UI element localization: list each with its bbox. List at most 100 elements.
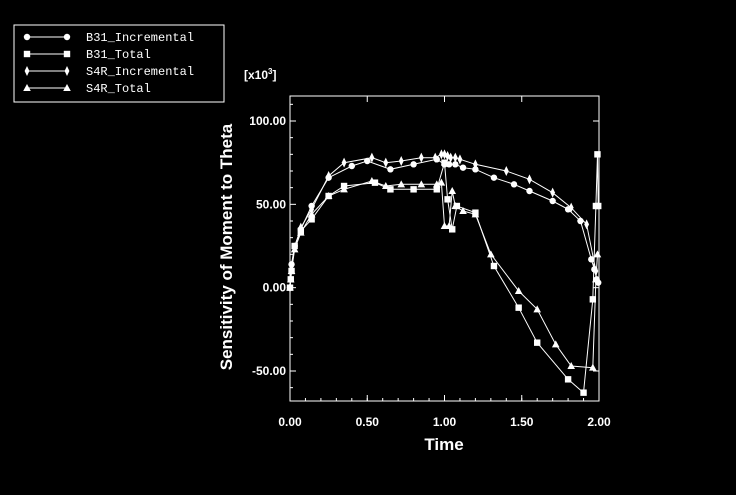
data-point-diamond	[550, 187, 556, 198]
data-point-triangle	[381, 182, 390, 189]
legend-marker-circle	[23, 33, 31, 41]
data-point-circle	[577, 217, 584, 225]
data-point-triangle	[551, 340, 560, 348]
legend-box	[13, 24, 225, 103]
plot-area-frame	[289, 95, 600, 402]
data-point-diamond	[503, 166, 509, 176]
data-point-square	[490, 262, 498, 270]
series-line	[289, 180, 598, 369]
y-axis-title: Sensitivity of Moment to Theta	[217, 123, 236, 370]
chart-legend: B31_Incremental B31_Total S4R_Incremental S…	[13, 24, 225, 103]
data-point-circle	[348, 162, 355, 170]
data-point-diamond	[398, 156, 404, 166]
data-point-triangle	[290, 245, 299, 253]
data-point-triangle	[286, 283, 294, 291]
data-point-square	[564, 376, 572, 383]
data-point-circle	[510, 181, 518, 188]
x-tick-label: 0.50	[356, 415, 380, 429]
data-point-triangle	[340, 185, 348, 193]
y-tick-label: 50.00	[256, 197, 286, 211]
data-point-square	[515, 304, 522, 311]
legend-marker-diamond	[64, 66, 70, 76]
data-point-diamond	[309, 204, 315, 215]
data-point-triangle	[448, 187, 457, 194]
data-point-triangle	[437, 178, 446, 186]
legend-marker-square	[23, 50, 31, 58]
data-point-diamond	[584, 219, 590, 230]
legend-entry: S4R_Incremental	[24, 65, 194, 79]
y-tick-label: -50.00	[252, 364, 286, 378]
data-point-square	[441, 159, 448, 166]
data-point-square	[308, 216, 315, 223]
data-point-circle	[472, 166, 479, 173]
legend-marker-square	[63, 50, 71, 58]
series-s4r-incremental	[287, 149, 599, 293]
data-point-triangle	[471, 210, 480, 218]
data-point-square	[449, 226, 456, 233]
data-point-diamond	[527, 174, 532, 185]
data-point-circle	[410, 161, 417, 168]
x-tick-label: 1.50	[510, 415, 534, 429]
data-point-triangle	[593, 250, 602, 258]
data-point-triangle	[487, 250, 495, 258]
data-point-diamond	[341, 157, 347, 168]
data-point-square	[371, 179, 379, 186]
x-tick-label: 2.00	[587, 415, 611, 429]
data-point-square	[444, 196, 451, 203]
data-point-circle	[364, 157, 371, 165]
legend-label: S4R_Total	[86, 82, 151, 96]
legend-label: B31_Total	[86, 48, 151, 62]
data-point-triangle	[589, 363, 597, 371]
data-point-diamond	[326, 171, 332, 181]
data-point-square	[534, 339, 541, 346]
x-axis-title: Time	[424, 435, 463, 454]
data-point-triangle	[297, 228, 305, 236]
data-point-triangle	[286, 275, 295, 283]
data-point-square	[595, 202, 602, 210]
data-point-diamond	[369, 152, 375, 163]
data-point-circle	[387, 166, 394, 173]
legend-marker-circle	[63, 33, 71, 41]
series-b31-total	[286, 151, 602, 396]
legend-marker-diamond	[24, 66, 30, 76]
legend-entry: B31_Incremental	[23, 31, 194, 45]
data-point-diamond	[418, 152, 424, 163]
data-point-diamond	[298, 222, 304, 233]
data-point-square	[589, 296, 597, 303]
data-point-circle	[459, 164, 467, 171]
data-point-diamond	[448, 152, 454, 163]
data-point-triangle	[592, 275, 600, 283]
data-point-triangle	[567, 362, 575, 369]
data-point-triangle	[459, 207, 467, 214]
legend-marker-triangle	[63, 84, 71, 91]
legend-entry: S4R_Total	[23, 82, 151, 96]
data-point-circle	[549, 197, 556, 205]
data-point-circle	[452, 161, 459, 168]
data-point-square	[594, 151, 601, 158]
data-point-diamond	[439, 149, 444, 160]
x-tick-label: 0.00	[278, 415, 302, 429]
data-point-square	[433, 186, 440, 193]
data-point-diamond	[473, 159, 478, 170]
data-point-triangle	[451, 202, 460, 209]
data-point-triangle	[514, 287, 523, 294]
x-tick-label: 1.00	[433, 415, 457, 429]
data-point-diamond	[593, 266, 599, 276]
data-point-circle	[526, 187, 533, 195]
legend-entry: B31_Total	[23, 48, 151, 62]
legend-label: B31_Incremental	[86, 31, 194, 45]
data-point-triangle	[307, 210, 316, 218]
data-point-triangle	[324, 192, 333, 199]
data-point-diamond	[442, 149, 447, 160]
data-point-triangle	[533, 305, 541, 313]
legend-marker-triangle	[23, 84, 31, 91]
data-point-diamond	[568, 202, 574, 213]
data-point-diamond	[432, 152, 438, 163]
series-s4r-total	[286, 177, 602, 371]
y-axis-multiplier: [x103]	[244, 67, 276, 82]
data-point-triangle	[287, 267, 296, 274]
data-point-square	[580, 389, 587, 396]
data-point-square	[410, 186, 417, 193]
series-layer	[286, 149, 602, 396]
